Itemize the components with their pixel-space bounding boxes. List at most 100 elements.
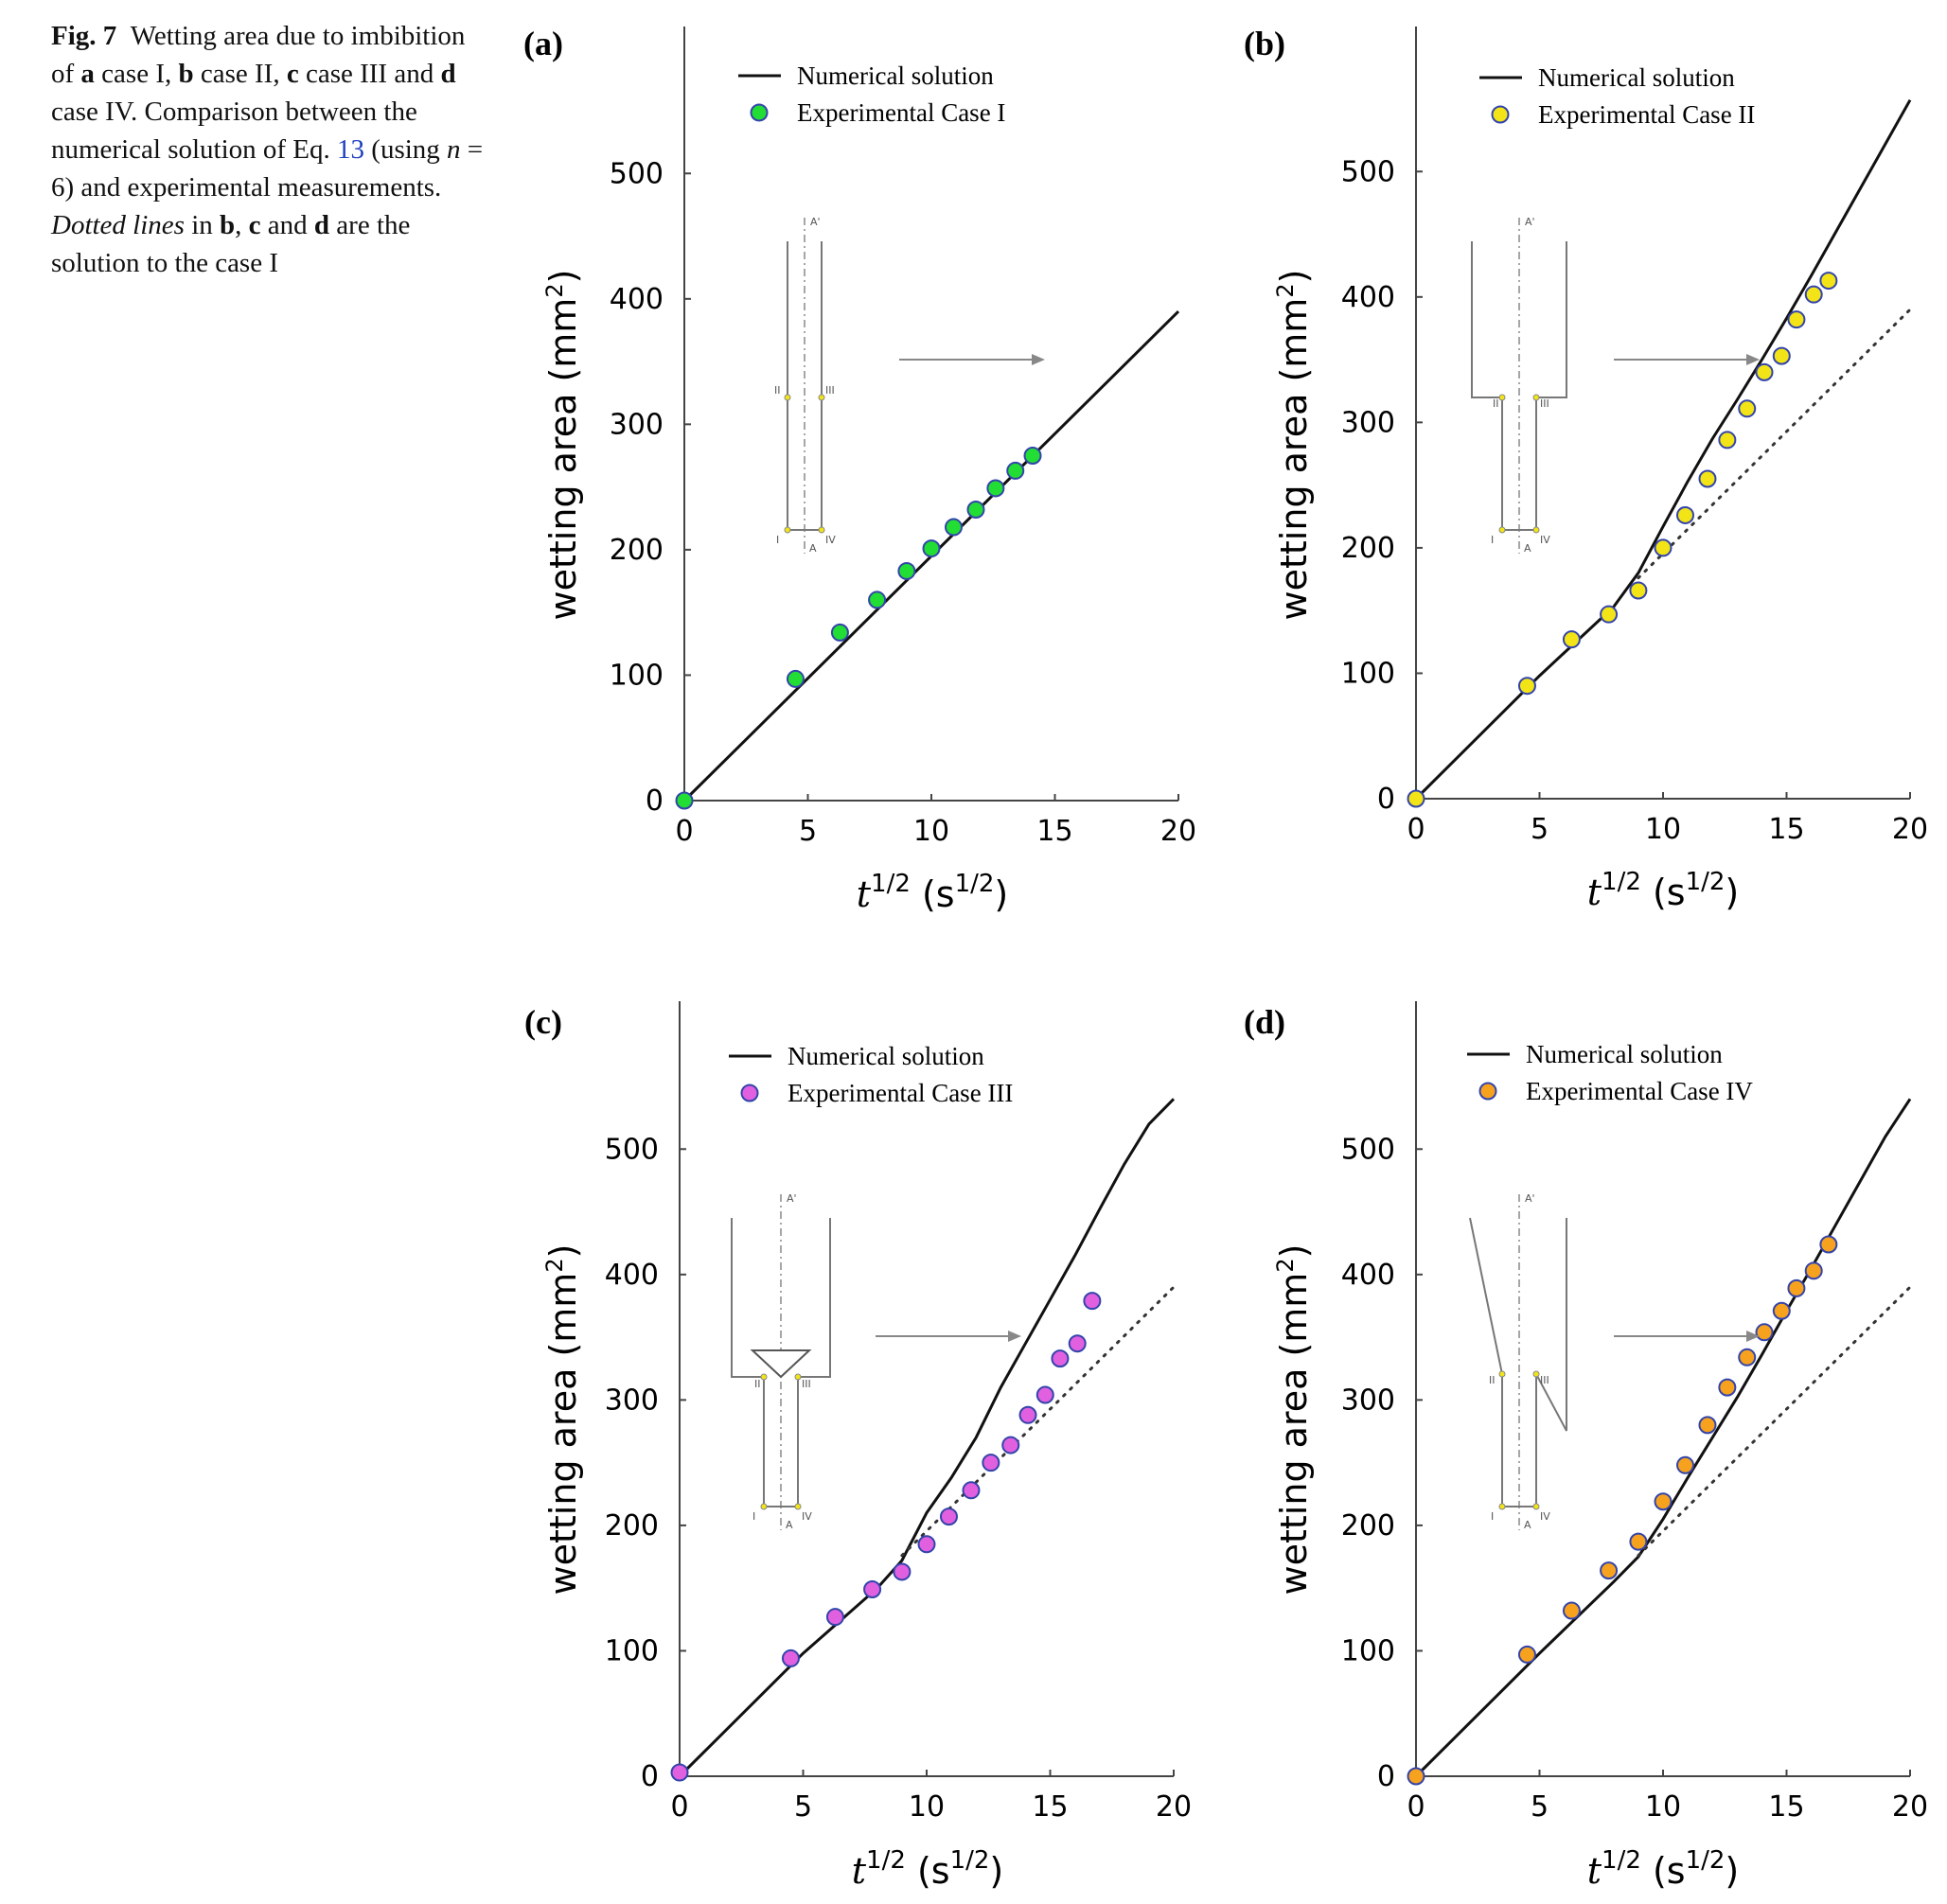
data-point <box>1738 1348 1757 1366</box>
data-point <box>1407 1767 1425 1786</box>
case-i-dotted-line <box>900 1285 1176 1558</box>
strip-outline <box>1469 1217 1567 1507</box>
legend-marker-swatch <box>740 1084 759 1102</box>
inset-point <box>1532 394 1540 401</box>
data-point <box>1083 1292 1102 1311</box>
y-tick-label: 100 <box>610 659 664 692</box>
panel-label: (d) <box>1244 1003 1285 1041</box>
caption-text: (using <box>364 134 448 165</box>
x-tick-label: 15 <box>1032 1790 1068 1824</box>
label-a: A <box>1524 542 1531 555</box>
y-tick-label: 200 <box>610 534 664 567</box>
y-tick-label: 400 <box>610 283 664 316</box>
y-tick-label: 300 <box>605 1384 659 1417</box>
y-tick-label: 500 <box>1341 1133 1395 1166</box>
data-point <box>1407 789 1425 808</box>
x-tick-label: 5 <box>1531 813 1549 846</box>
x-tick-label: 5 <box>1531 1790 1549 1824</box>
y-axis-title: wetting area (mm2) <box>541 270 584 621</box>
data-point <box>1600 605 1619 624</box>
data-point <box>893 1562 912 1581</box>
y-axis-title: wetting area (mm2) <box>541 1244 584 1595</box>
inset-point <box>760 1503 768 1510</box>
numerical-solution-line <box>1414 98 1912 801</box>
label-a: A <box>1524 1519 1531 1531</box>
caption-text: case I, <box>94 59 179 89</box>
label-a-prime: A' <box>810 216 821 228</box>
data-point <box>1018 1405 1037 1424</box>
data-point <box>670 1763 689 1782</box>
data-point <box>1517 677 1536 696</box>
caption-text: case III and <box>298 59 441 89</box>
data-point <box>1629 581 1648 600</box>
chart-panel-4: (d) 0 100 200 300 400 500 0 5 10 15 20 wetting area … <box>1244 1001 1928 1892</box>
data-point <box>1787 1278 1806 1297</box>
data-point <box>944 518 963 537</box>
label-ii: II <box>1493 397 1499 410</box>
data-point <box>1819 1235 1838 1254</box>
arrow-head <box>1032 354 1045 365</box>
x-tick-label: 20 <box>1156 1790 1192 1824</box>
inset-point <box>784 526 791 534</box>
data-point <box>1035 1385 1054 1404</box>
y-tick-label: 200 <box>605 1509 659 1543</box>
y-tick-label: 400 <box>1341 1259 1395 1292</box>
inset-point <box>818 526 825 534</box>
inset-point <box>760 1373 768 1381</box>
data-point <box>1698 1416 1717 1435</box>
y-tick-label: 200 <box>1341 1509 1395 1543</box>
x-tick-label: 0 <box>670 1790 688 1824</box>
label-i: I <box>776 534 779 546</box>
x-axis-title: t1/2 (s1/2) <box>852 1846 1004 1892</box>
data-point <box>830 623 849 642</box>
legend-entry: Experimental Case I <box>797 98 1005 127</box>
arrow-head <box>1008 1331 1021 1342</box>
label-iii: III <box>1540 397 1549 410</box>
x-tick-label: 10 <box>909 1790 945 1824</box>
y-tick-label: 500 <box>1341 155 1395 188</box>
data-point <box>825 1608 844 1627</box>
case-i-dotted-line <box>1637 1285 1912 1558</box>
caption-text: = 6) and experimental measurements. <box>51 134 484 203</box>
x-tick-label: 5 <box>799 815 817 848</box>
chart-panel-1: (a) 0 100 200 300 400 500 0 5 10 15 20 wetting area … <box>523 25 1196 915</box>
caption-text: and <box>260 210 314 240</box>
caption-text: in <box>184 210 221 240</box>
caption-text: Wetting area due to imbibition of <box>51 21 466 89</box>
inset-point <box>1498 1370 1506 1378</box>
inset-point <box>1532 1370 1540 1378</box>
y-tick-label: 300 <box>610 408 664 441</box>
data-point <box>1819 272 1838 291</box>
label-a: A <box>786 1519 793 1531</box>
figure-caption: Fig. 7 Wetting area due to imbibition of… <box>51 17 487 282</box>
data-point <box>1023 447 1042 465</box>
data-point <box>917 1535 936 1554</box>
data-point <box>982 1454 1000 1472</box>
data-point <box>986 479 1005 498</box>
data-point <box>863 1580 882 1599</box>
data-point <box>1517 1645 1536 1664</box>
y-axis-title: wetting area (mm2) <box>1272 270 1315 621</box>
label-a-prime: A' <box>787 1192 797 1205</box>
legend-entry: Experimental Case III <box>788 1079 1013 1107</box>
y-tick-label: 0 <box>1377 783 1395 816</box>
label-i: I <box>1491 534 1494 546</box>
data-point <box>1629 1532 1648 1551</box>
label-iv: IV <box>825 534 836 546</box>
data-point <box>966 500 985 519</box>
data-point <box>922 539 941 558</box>
y-tick-label: 0 <box>646 785 664 818</box>
equation-link[interactable]: 13 <box>337 134 365 165</box>
x-tick-label: 15 <box>1768 1790 1804 1824</box>
y-tick-label: 0 <box>1377 1760 1395 1793</box>
data-point <box>1562 630 1581 649</box>
data-point <box>1772 1301 1791 1320</box>
data-point <box>1772 346 1791 365</box>
data-point <box>1738 399 1757 418</box>
label-iv: IV <box>802 1510 812 1523</box>
caption-text: are the solution to the case I <box>51 210 411 278</box>
data-point <box>1718 431 1737 450</box>
data-point <box>1006 461 1025 480</box>
